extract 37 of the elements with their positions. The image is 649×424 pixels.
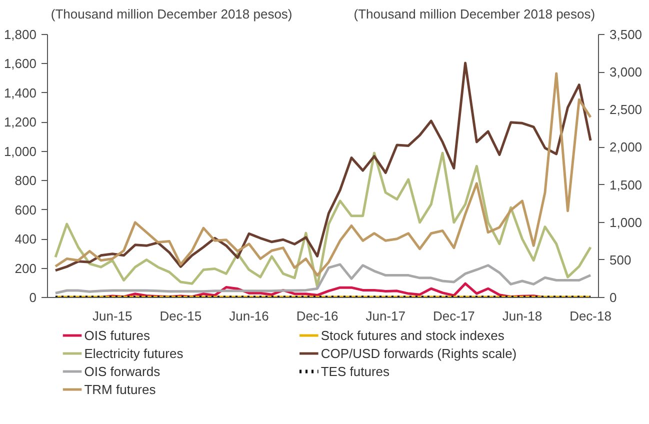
y-tick-label: 1,200 <box>4 114 37 130</box>
legend-label: Electricity futures <box>84 346 184 361</box>
y2-tick-label: 1,500 <box>610 177 642 192</box>
y2-tick-label: 500 <box>610 252 632 268</box>
y2-tick-label: 3,500 <box>610 27 642 42</box>
y2-tick-label: 2,500 <box>610 102 642 118</box>
y2-tick-label: 2,000 <box>610 140 642 155</box>
y-tick-label: 600 <box>14 202 37 218</box>
y2-axis-title: (Thousand million December 2018 pesos) <box>354 6 596 22</box>
legend-label: Stock futures and stock indexes <box>320 328 505 343</box>
line-series <box>54 263 592 294</box>
x-tick-label: Jun-17 <box>366 308 406 324</box>
y-axis-title: (Thousand million December 2018 pesos) <box>50 6 292 22</box>
legend-label: OIS forwards <box>84 364 161 379</box>
y-tick-label: 1,600 <box>4 56 37 72</box>
y-tick-label: 1,000 <box>4 144 37 159</box>
y2-tick-label: 1,000 <box>610 214 642 230</box>
legend-label: COP/USD forwards (Rights scale) <box>320 346 517 361</box>
y-tick-label: 200 <box>14 260 37 276</box>
x-tick-label: Dec-16 <box>296 308 338 324</box>
y2-tick-label: 3,000 <box>610 64 642 80</box>
x-tick-label: Jun-18 <box>502 308 542 324</box>
y-tick-label: 1,400 <box>4 85 37 100</box>
x-tick-label: Jun-16 <box>229 308 269 324</box>
x-tick-label: Jun-15 <box>92 308 132 324</box>
x-tick-label: Dec-17 <box>432 308 475 324</box>
y-tick-label: 0 <box>29 290 37 305</box>
line-series <box>54 152 592 288</box>
x-tick-label: Dec-18 <box>570 308 612 324</box>
y-tick-label: 400 <box>14 232 37 247</box>
legend-label: TRM futures <box>84 382 156 397</box>
legend-label: TES futures <box>320 364 390 379</box>
y-tick-label: 1,800 <box>4 27 37 42</box>
y2-tick-label: 0 <box>610 290 617 305</box>
x-tick-label: Dec-15 <box>160 308 202 324</box>
y-tick-label: 800 <box>14 173 37 188</box>
legend-label: OIS futures <box>84 328 150 343</box>
